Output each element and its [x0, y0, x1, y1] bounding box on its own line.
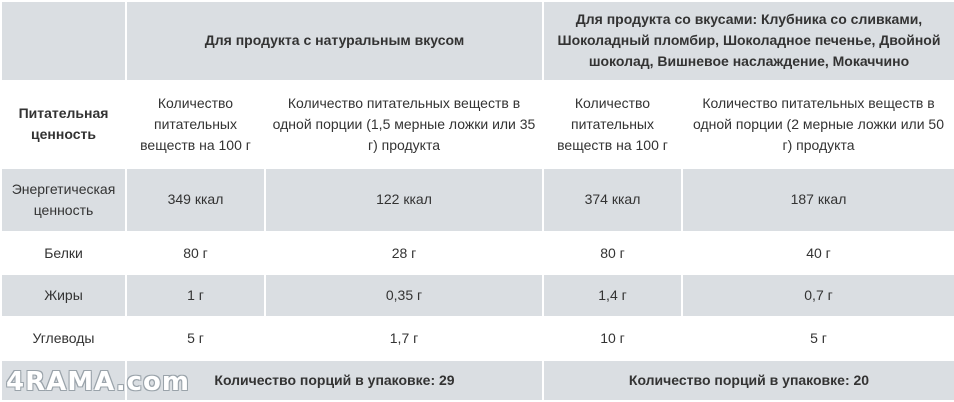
table-row: Жиры 1 г 0,35 г 1,4 г 0,7 г — [0, 273, 954, 319]
table-cell: 0,35 г — [264, 273, 544, 319]
group-header-flavored: Для продукта со вкусами: Клубника со сли… — [542, 0, 954, 82]
row-label-energy: Энергетическая ценность — [0, 167, 127, 233]
table-cell: 28 г — [264, 230, 544, 276]
table-row: Белки 80 г 28 г 80 г 40 г — [0, 230, 954, 276]
table-cell: 1,4 г — [542, 273, 683, 319]
servings-natural: Количество порций в упаковке: 29 — [125, 359, 544, 402]
group-header-row: Для продукта с натуральным вкусом Для пр… — [0, 0, 954, 82]
row-label-fat: Жиры — [0, 273, 127, 319]
col-header-per-100-natural: Количество питательных веществ на 100 г — [125, 79, 266, 170]
table-cell: 10 г — [542, 316, 683, 362]
servings-flavored: Количество порций в упаковке: 20 — [542, 359, 954, 402]
col-header-serving-natural: Количество питательных веществ в одной п… — [264, 79, 544, 170]
table-row: Углеводы 5 г 1,7 г 10 г 5 г — [0, 316, 954, 362]
footer-corner-cell — [0, 359, 127, 402]
corner-cell — [0, 0, 127, 82]
column-header-row: Питательная ценность Количество питатель… — [0, 79, 954, 170]
table-row: Энергетическая ценность 349 ккал 122 кка… — [0, 167, 954, 233]
table-cell: 1 г — [125, 273, 266, 319]
table-cell: 80 г — [542, 230, 683, 276]
table-cell: 40 г — [681, 230, 954, 276]
group-header-natural: Для продукта с натуральным вкусом — [125, 0, 544, 82]
footer-row: Количество порций в упаковке: 29 Количес… — [0, 359, 954, 402]
col-header-per-100-flavored: Количество питательных веществ на 100 г — [542, 79, 683, 170]
table-cell: 5 г — [681, 316, 954, 362]
table-cell: 5 г — [125, 316, 266, 362]
table-cell: 122 ккал — [264, 167, 544, 233]
table-cell: 1,7 г — [264, 316, 544, 362]
row-label-carbs: Углеводы — [0, 316, 127, 362]
table-cell: 349 ккал — [125, 167, 266, 233]
table-cell: 374 ккал — [542, 167, 683, 233]
row-label-protein: Белки — [0, 230, 127, 276]
col-header-serving-flavored: Количество питательных веществ в одной п… — [681, 79, 954, 170]
table-cell: 80 г — [125, 230, 266, 276]
table-cell: 0,7 г — [681, 273, 954, 319]
row-header-label: Питательная ценность — [0, 79, 127, 170]
table-cell: 187 ккал — [681, 167, 954, 233]
